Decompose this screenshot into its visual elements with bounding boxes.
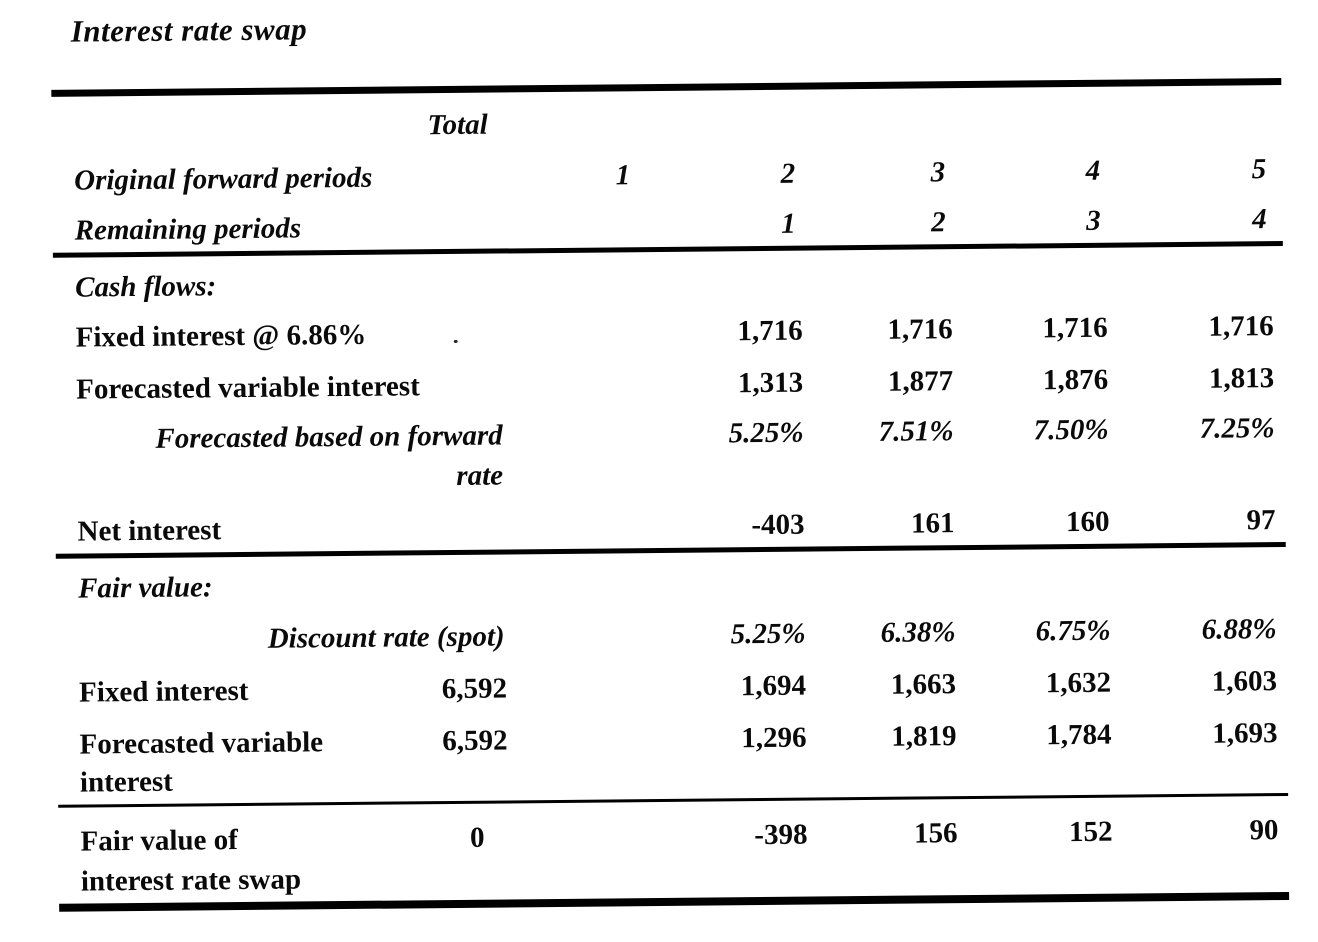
value-cell: -403 xyxy=(751,508,805,541)
value-cell: 1,663 xyxy=(890,667,957,701)
remaining-period-cell: 4 xyxy=(1251,202,1267,235)
interest-rate-swap-table: Total Original forward periods 1 2 3 4 5… xyxy=(51,78,1290,912)
row-label: Fair value of xyxy=(80,823,239,858)
value-cell: 7.51% xyxy=(878,414,954,448)
total-cell: 6,592 xyxy=(442,724,508,757)
row-label: Forecasted based on forward xyxy=(155,419,503,455)
total-cell: 6,592 xyxy=(441,672,508,705)
period-2-header: 2 xyxy=(780,157,796,190)
row-label: Net interest xyxy=(77,513,222,548)
value-cell: 1,632 xyxy=(1045,666,1112,699)
value-cell: 1,784 xyxy=(1046,718,1112,751)
value-cell: 156 xyxy=(913,816,958,850)
period-4-header: 4 xyxy=(1085,154,1101,187)
period-3-header: 3 xyxy=(930,155,946,188)
row-label: Discount rate (spot) xyxy=(267,620,505,655)
value-cell: 1,693 xyxy=(1212,716,1278,750)
value-cell: 160 xyxy=(1065,505,1110,538)
value-cell: 90 xyxy=(1249,813,1279,846)
value-cell: -398 xyxy=(754,818,808,851)
value-cell: 7.25% xyxy=(1199,411,1275,445)
row-label: Remaining periods xyxy=(74,211,302,247)
total-cell: 0 xyxy=(469,821,485,854)
row-label: Fixed interest @ 6.86% xyxy=(75,318,367,354)
value-cell: 1,813 xyxy=(1208,361,1275,395)
value-cell: 1,716 xyxy=(1208,309,1274,343)
value-cell: 1,819 xyxy=(891,719,957,753)
remaining-period-cell: 2 xyxy=(930,205,946,238)
row-label: Original forward periods xyxy=(74,161,373,197)
row-label: Forecasted variable xyxy=(79,725,324,761)
remaining-period-cell: 1 xyxy=(780,207,796,240)
value-cell: 1,296 xyxy=(741,721,807,754)
value-cell: 6.88% xyxy=(1201,612,1277,646)
row-label: Forecasted variable interest xyxy=(76,369,420,406)
value-cell: 7.50% xyxy=(1033,413,1109,446)
value-cell: 1,877 xyxy=(887,364,954,398)
row-fair-value-of-swap: Fair value of 0 -398 156 152 90 xyxy=(58,796,1288,864)
period-1-header: 1 xyxy=(615,158,631,191)
value-cell: 161 xyxy=(910,506,955,540)
value-cell: 97 xyxy=(1246,503,1276,536)
value-cell: 1,603 xyxy=(1211,664,1278,698)
value-cell: 1,716 xyxy=(1042,311,1108,344)
row-label-continuation: interest rate swap xyxy=(80,863,302,898)
value-cell: 1,313 xyxy=(737,366,804,399)
value-cell: 1,716 xyxy=(737,314,803,347)
value-cell: 152 xyxy=(1068,815,1113,848)
value-cell: 6.75% xyxy=(1035,614,1111,647)
value-cell: 1,716 xyxy=(887,312,953,346)
row-label: Fixed interest xyxy=(78,674,249,709)
total-column-header: Total xyxy=(427,108,488,141)
value-cell: 1,694 xyxy=(740,669,807,702)
section-heading: Fair value: xyxy=(77,570,213,605)
section-heading: Cash flows: xyxy=(75,269,217,304)
row-label-continuation: rate xyxy=(456,459,504,492)
value-cell: 5.25% xyxy=(728,416,804,449)
remaining-period-cell: 3 xyxy=(1085,204,1101,237)
value-cell: 6.38% xyxy=(880,615,956,649)
row-label-continuation: interest xyxy=(79,765,173,799)
document-title: Interest rate swap xyxy=(70,11,308,49)
period-5-header: 5 xyxy=(1251,152,1267,185)
value-cell: 1,876 xyxy=(1042,363,1109,396)
value-cell: 5.25% xyxy=(730,617,806,650)
